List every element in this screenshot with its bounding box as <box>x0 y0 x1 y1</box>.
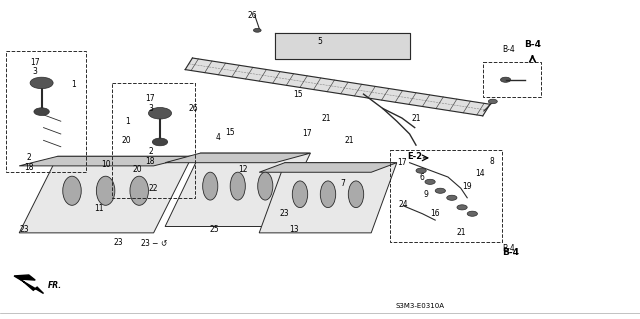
Text: 11: 11 <box>95 204 104 213</box>
Text: 12: 12 <box>239 165 248 174</box>
Text: B-4: B-4 <box>524 40 541 48</box>
Text: 21: 21 <box>322 114 331 122</box>
Bar <box>483 62 541 97</box>
Text: 8: 8 <box>489 157 494 166</box>
Circle shape <box>425 179 435 184</box>
Circle shape <box>488 99 497 104</box>
Ellipse shape <box>348 181 364 208</box>
Text: B-4: B-4 <box>502 45 515 54</box>
Text: 2: 2 <box>148 147 153 156</box>
Text: S3M3-E0310A: S3M3-E0310A <box>396 303 445 308</box>
Polygon shape <box>14 275 44 293</box>
Text: 5: 5 <box>317 37 323 46</box>
Bar <box>112 83 195 198</box>
Text: 24: 24 <box>398 200 408 209</box>
Bar <box>6 51 86 172</box>
Circle shape <box>467 211 477 216</box>
Ellipse shape <box>203 172 218 200</box>
Polygon shape <box>185 58 490 116</box>
Text: 15: 15 <box>225 128 236 137</box>
Ellipse shape <box>258 172 273 200</box>
Ellipse shape <box>130 176 148 205</box>
Text: 14: 14 <box>475 169 485 178</box>
Circle shape <box>457 205 467 210</box>
Text: 21: 21 <box>344 136 353 145</box>
Polygon shape <box>259 163 397 172</box>
Text: 1: 1 <box>71 80 76 89</box>
Text: 15: 15 <box>292 90 303 99</box>
Text: B-4: B-4 <box>502 244 515 253</box>
Text: 17: 17 <box>30 58 40 67</box>
Text: 1: 1 <box>125 117 131 126</box>
Circle shape <box>34 108 49 115</box>
Circle shape <box>152 138 168 146</box>
Polygon shape <box>19 156 192 166</box>
Text: 16: 16 <box>430 209 440 218</box>
Text: 21: 21 <box>412 114 420 122</box>
Text: 19: 19 <box>462 182 472 191</box>
Text: 18: 18 <box>146 157 155 166</box>
Polygon shape <box>165 153 310 226</box>
Circle shape <box>253 28 261 32</box>
Text: 21: 21 <box>456 228 465 237</box>
Polygon shape <box>275 33 410 59</box>
Text: 9: 9 <box>423 190 428 199</box>
Circle shape <box>435 188 445 193</box>
Text: 6: 6 <box>420 173 425 182</box>
Circle shape <box>447 195 457 200</box>
Text: $23-\circlearrowleft$: $23-\circlearrowleft$ <box>140 237 168 248</box>
Text: 17: 17 <box>302 130 312 138</box>
Text: 7: 7 <box>340 179 345 188</box>
Polygon shape <box>19 156 192 233</box>
Text: FR.: FR. <box>48 281 62 290</box>
Circle shape <box>30 77 53 89</box>
Text: 22: 22 <box>149 184 158 193</box>
Text: 18: 18 <box>24 163 33 172</box>
Text: 17: 17 <box>145 94 156 103</box>
Polygon shape <box>259 163 397 233</box>
Text: 3: 3 <box>148 104 153 113</box>
Text: 4: 4 <box>215 133 220 142</box>
Ellipse shape <box>230 172 245 200</box>
Bar <box>390 150 502 242</box>
Text: E-2: E-2 <box>407 152 422 161</box>
Circle shape <box>416 168 426 173</box>
Text: 20: 20 <box>132 165 143 174</box>
Text: 26: 26 <box>248 11 258 20</box>
Text: 17: 17 <box>397 158 407 167</box>
Ellipse shape <box>320 181 336 208</box>
Text: 3: 3 <box>33 67 38 76</box>
Ellipse shape <box>63 176 81 205</box>
Ellipse shape <box>292 181 308 208</box>
Text: 25: 25 <box>209 225 220 234</box>
Text: 13: 13 <box>289 225 300 234</box>
Text: 2: 2 <box>26 153 31 162</box>
Circle shape <box>148 108 172 119</box>
Text: 26: 26 <box>188 104 198 113</box>
Circle shape <box>500 77 511 82</box>
Text: 10: 10 <box>100 160 111 169</box>
Ellipse shape <box>97 176 115 205</box>
Text: 23: 23 <box>19 225 29 234</box>
Text: 20: 20 <box>122 136 132 145</box>
Text: B-4: B-4 <box>502 248 519 257</box>
Text: 23: 23 <box>113 238 124 247</box>
Polygon shape <box>165 153 310 163</box>
Text: 23: 23 <box>280 209 290 218</box>
